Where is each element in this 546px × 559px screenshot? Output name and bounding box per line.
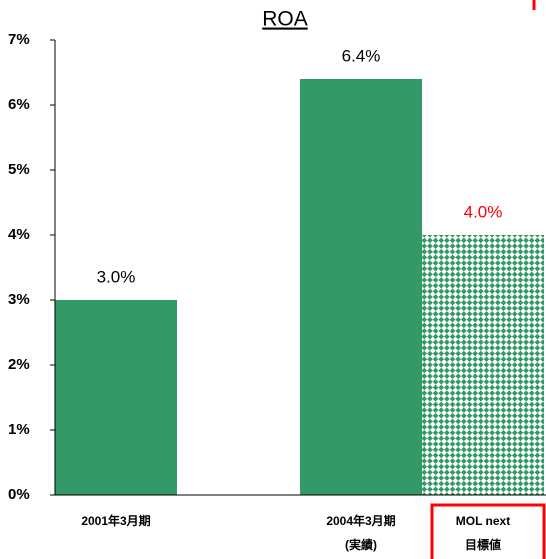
y-tick-label: 6% bbox=[8, 96, 30, 113]
bar bbox=[422, 235, 544, 495]
x-tick-label: 目標値 bbox=[465, 537, 501, 552]
y-tick-label: 7% bbox=[8, 31, 30, 48]
y-tick-label: 1% bbox=[8, 421, 30, 438]
bar bbox=[300, 79, 422, 495]
x-tick-label: 2001年3月期 bbox=[81, 513, 150, 528]
data-label: 3.0% bbox=[97, 267, 136, 286]
x-tick-label: (実績) bbox=[345, 537, 377, 552]
y-tick-label: 2% bbox=[8, 356, 30, 373]
bar bbox=[55, 300, 177, 495]
y-tick-label: 3% bbox=[8, 291, 30, 308]
chart-title: ROA bbox=[262, 8, 308, 31]
y-tick-label: 0% bbox=[8, 486, 30, 503]
y-tick-label: 5% bbox=[8, 161, 30, 178]
x-tick-label: MOL next bbox=[456, 514, 510, 528]
data-label: 4.0% bbox=[464, 202, 503, 221]
y-tick-label: 4% bbox=[8, 226, 30, 243]
highlight-box bbox=[430, 503, 546, 559]
x-tick-label: 2004年3月期 bbox=[326, 513, 395, 528]
data-label: 6.4% bbox=[342, 46, 381, 65]
